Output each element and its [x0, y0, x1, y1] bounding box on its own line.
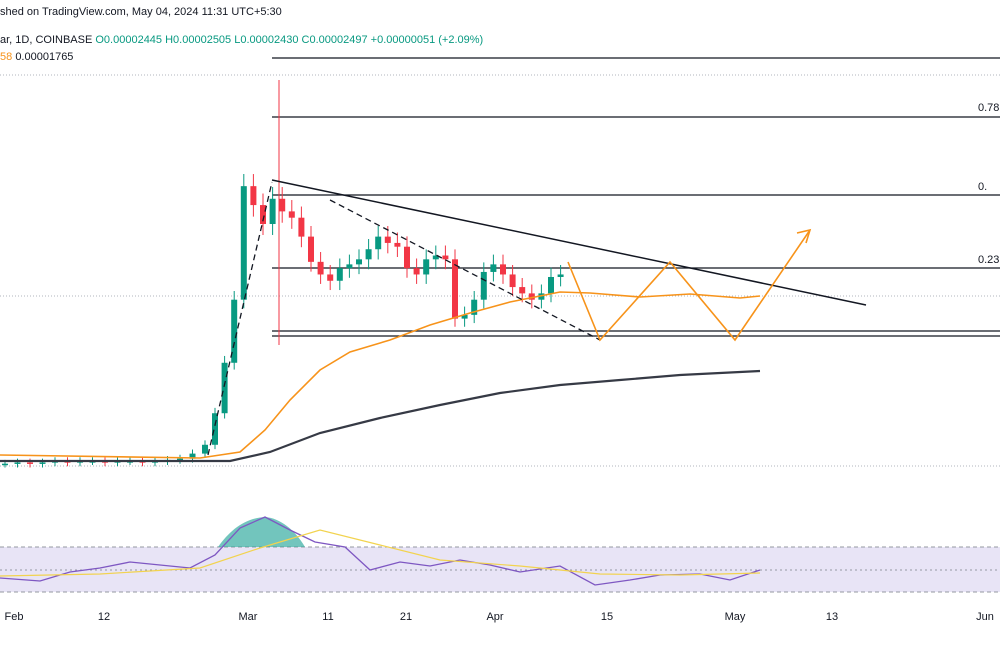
x-tick-label-6: 15 — [601, 611, 613, 623]
candle-body-46 — [490, 264, 497, 272]
time-axis: Feb 12 Mar 11 21 Apr 15 May 13 Jun — [5, 611, 994, 623]
candle-body-35 — [384, 236, 391, 243]
dashed-impulse-line — [207, 181, 273, 456]
fib-levels: 0.78 0. 0.23 — [272, 57, 1000, 337]
candle-body-27 — [308, 236, 314, 262]
moving-averages — [0, 291, 761, 463]
candle-body-38 — [413, 268, 420, 275]
candle-body-19 — [231, 299, 238, 363]
candle-body-48 — [509, 274, 516, 288]
candle-body-26 — [298, 217, 305, 237]
rsi-overbought-fill — [218, 517, 305, 547]
candle-body-39 — [423, 259, 430, 275]
candle-body-50 — [528, 293, 535, 300]
x-tick-label-1: 12 — [98, 611, 110, 623]
candle-body-41 — [442, 255, 449, 260]
candle-body-23 — [269, 198, 276, 224]
published-text: shed on TradingView.com, May 04, 2024 11… — [0, 6, 282, 18]
rsi-ma-line — [0, 529, 761, 577]
candles — [2, 80, 564, 468]
dashed-retrace-line — [329, 199, 601, 341]
candle-body-52 — [548, 276, 554, 294]
candle-body-1 — [14, 462, 21, 464]
x-tick-label-7: May — [725, 611, 746, 623]
candle-body-32 — [356, 259, 362, 265]
fib-label-0: 0.78 — [978, 102, 999, 114]
ma-right-value: 0.00001765 — [15, 51, 74, 63]
descending-trendline — [271, 179, 867, 306]
candle-body-53 — [557, 274, 564, 277]
candle-body-34 — [375, 236, 382, 250]
rsi-line — [0, 516, 761, 586]
candle-body-30 — [336, 268, 343, 281]
candle-body-45 — [480, 271, 487, 300]
candle-body-51 — [538, 293, 545, 300]
x-tick-label-4: 21 — [400, 611, 412, 623]
candle-body-16 — [202, 444, 208, 454]
ma-long-line — [0, 369, 761, 463]
low-value: L0.00002430 — [234, 34, 299, 46]
projection-arrowhead — [796, 228, 812, 244]
x-tick-label-5: Apr — [486, 611, 503, 623]
x-tick-label-8: 13 — [826, 611, 838, 623]
candle-body-43 — [461, 314, 468, 319]
candle-body-3 — [39, 462, 46, 464]
candle-body-36 — [394, 242, 401, 247]
fib-label-1: 0. — [978, 181, 987, 193]
candle-body-22 — [260, 205, 266, 224]
x-tick-label-3: 11 — [322, 611, 333, 623]
change-value: +0.00000051 (+2.09%) — [370, 34, 484, 46]
candle-body-21 — [250, 186, 257, 206]
x-tick-label-2: Mar — [239, 611, 258, 623]
candle-body-18 — [221, 362, 228, 414]
candle-body-37 — [404, 246, 410, 269]
ma-left-value: 58 — [0, 51, 13, 63]
candle-body-42 — [452, 259, 458, 319]
x-tick-label-0: Feb — [5, 611, 24, 623]
candle-body-24 — [279, 198, 286, 212]
candle-body-40 — [432, 255, 439, 260]
candle-body-17 — [212, 413, 218, 445]
open-value: O0.00002445 — [95, 34, 163, 46]
ma-short-line — [0, 291, 761, 459]
symbol-label: ar, 1D, COINBASE — [0, 34, 93, 46]
candle-body-25 — [288, 211, 295, 218]
candle-body-2 — [27, 462, 33, 464]
high-value: H0.00002505 — [165, 34, 232, 46]
candle-body-28 — [317, 261, 324, 275]
candle-body-31 — [346, 264, 353, 269]
drawings — [207, 179, 867, 456]
candle-body-14 — [177, 458, 183, 461]
candle-body-33 — [365, 249, 372, 260]
double-bottom-pattern — [567, 229, 811, 342]
candle-body-0 — [2, 463, 8, 466]
candle-body-47 — [500, 264, 506, 275]
candle-body-20 — [240, 186, 247, 300]
candle-body-44 — [471, 299, 478, 315]
fib-label-2: 0.23 — [978, 254, 999, 266]
rsi-pane — [0, 516, 1000, 593]
candle-body-15 — [189, 453, 196, 459]
close-value: C0.00002497 — [301, 34, 368, 46]
ma-legend: 58 0.00001765 — [0, 51, 73, 63]
ohlc-legend: ar, 1D, COINBASE O0.00002445 H0.00002505… — [0, 34, 483, 46]
candle-body-49 — [519, 287, 526, 294]
x-tick-label-9: Jun — [976, 611, 994, 623]
candle-body-29 — [327, 274, 334, 281]
